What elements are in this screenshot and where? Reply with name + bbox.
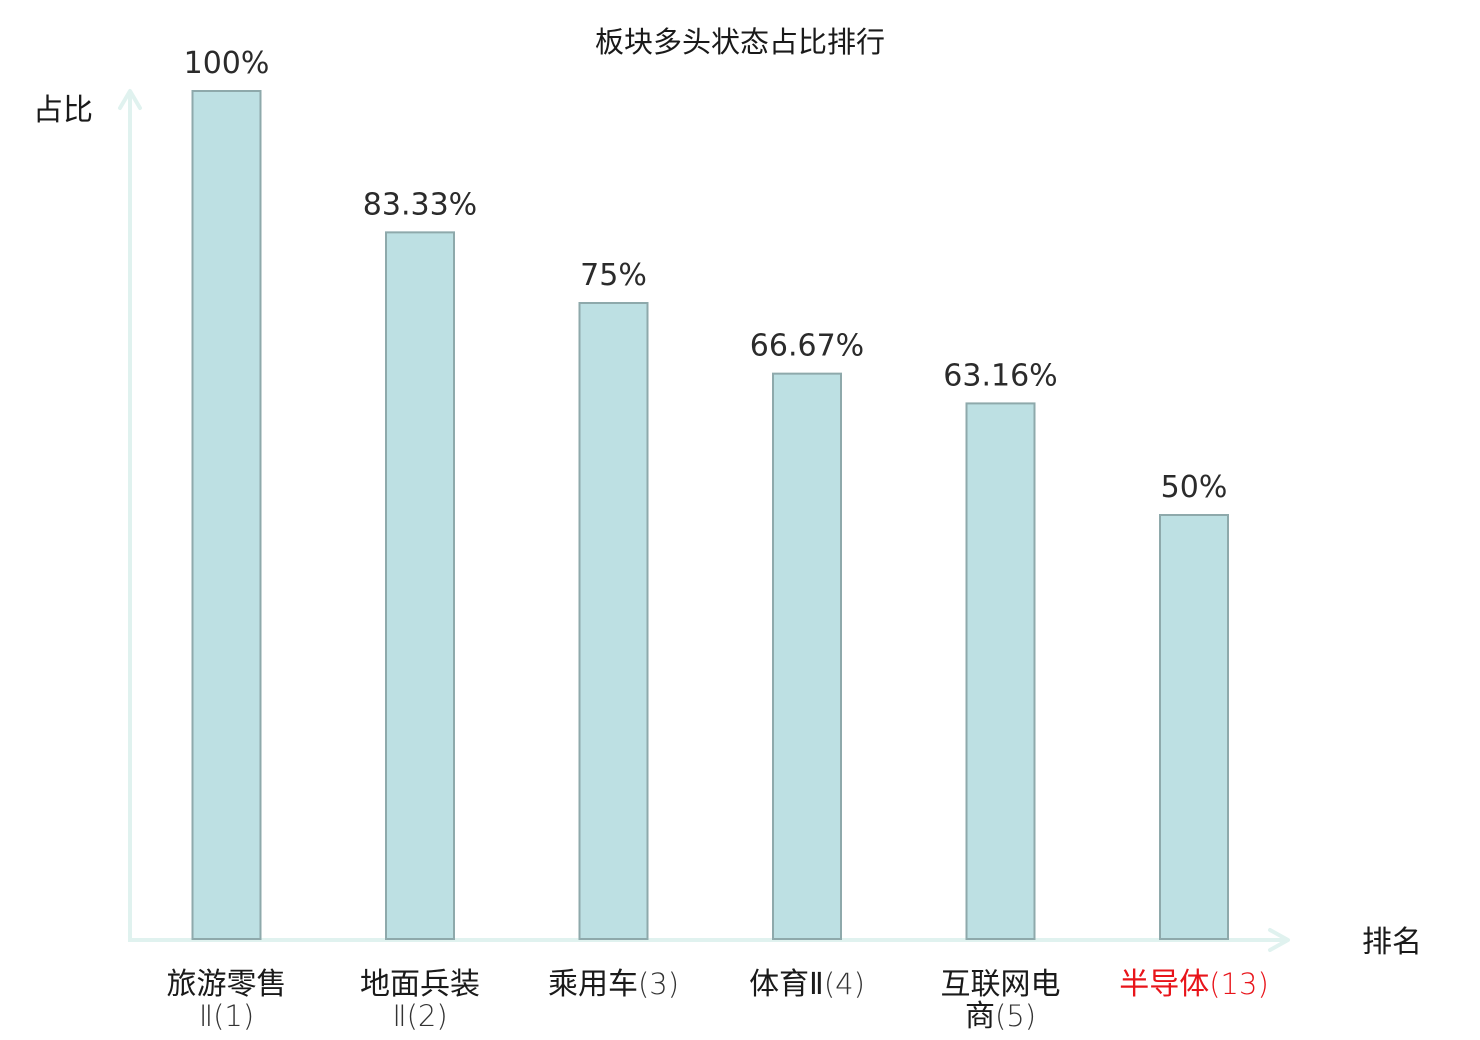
bar-5 bbox=[965, 402, 1036, 940]
category-rank: (13) bbox=[1209, 967, 1269, 1001]
value-labels-group: 100% 83.33% 75% 66.67% 63.16% 50% bbox=[184, 46, 1228, 505]
bar-2 bbox=[385, 231, 455, 941]
value-label-6: 50% bbox=[1161, 470, 1228, 505]
category-label-4: 体育Ⅱ(4) bbox=[749, 967, 865, 1002]
category-name-rest: Ⅱ bbox=[392, 999, 406, 1033]
category-labels-group: 旅游零售 Ⅱ(1)地面兵装 Ⅱ(2)乘用车(3) 体育Ⅱ(4) 互联网电商(5)半导体(… bbox=[167, 967, 1269, 1034]
value-label-3: 75% bbox=[580, 258, 647, 293]
category-name-line2: Ⅱ(1) bbox=[199, 999, 254, 1033]
x-axis-arrow-icon bbox=[1268, 928, 1290, 952]
category-name-line2: 商(5) bbox=[965, 999, 1036, 1034]
bars-group bbox=[191, 90, 1229, 941]
value-label-5: 63.16% bbox=[943, 358, 1057, 393]
category-name-line1: 旅游零售 bbox=[167, 967, 287, 1002]
category-name-line1: 互联网电 bbox=[941, 967, 1061, 1002]
category-name-rest: Ⅱ bbox=[199, 999, 213, 1033]
bar-6 bbox=[1159, 514, 1229, 940]
category-name-line1: 地面兵装 bbox=[360, 967, 480, 1002]
category-rank: (2) bbox=[407, 999, 448, 1033]
category-rank: (4) bbox=[824, 967, 865, 1001]
category-label-2: 地面兵装 Ⅱ(2) bbox=[360, 967, 480, 1033]
chart-title: 板块多头状态占比排行 bbox=[595, 25, 885, 59]
category-label-5: 互联网电商(5) bbox=[941, 967, 1061, 1034]
value-label-2: 83.33% bbox=[363, 187, 477, 222]
value-label-1: 100% bbox=[184, 46, 270, 81]
category-label-6: 半导体(13) bbox=[1119, 967, 1269, 1002]
category-name: 乘用车 bbox=[548, 967, 638, 1002]
category-name: 体育Ⅱ bbox=[749, 967, 824, 1002]
bar-3 bbox=[578, 302, 649, 940]
bar-1 bbox=[191, 90, 262, 940]
category-name-line2: Ⅱ(2) bbox=[392, 999, 447, 1033]
category-rank: (5) bbox=[995, 999, 1036, 1033]
y-axis-label: 占比 bbox=[33, 93, 93, 128]
bar-4 bbox=[772, 372, 842, 940]
category-rank: (3) bbox=[638, 967, 679, 1001]
category-name: 半导体 bbox=[1119, 967, 1209, 1002]
category-name-rest: 商 bbox=[965, 999, 995, 1034]
y-axis-arrow-icon bbox=[118, 89, 142, 110]
value-label-4: 66.67% bbox=[750, 329, 864, 364]
category-label-3: 乘用车(3) bbox=[548, 967, 679, 1002]
x-axis-label: 排名 bbox=[1362, 925, 1422, 960]
category-rank: (1) bbox=[213, 999, 254, 1033]
category-label-1: 旅游零售 Ⅱ(1) bbox=[167, 967, 287, 1033]
